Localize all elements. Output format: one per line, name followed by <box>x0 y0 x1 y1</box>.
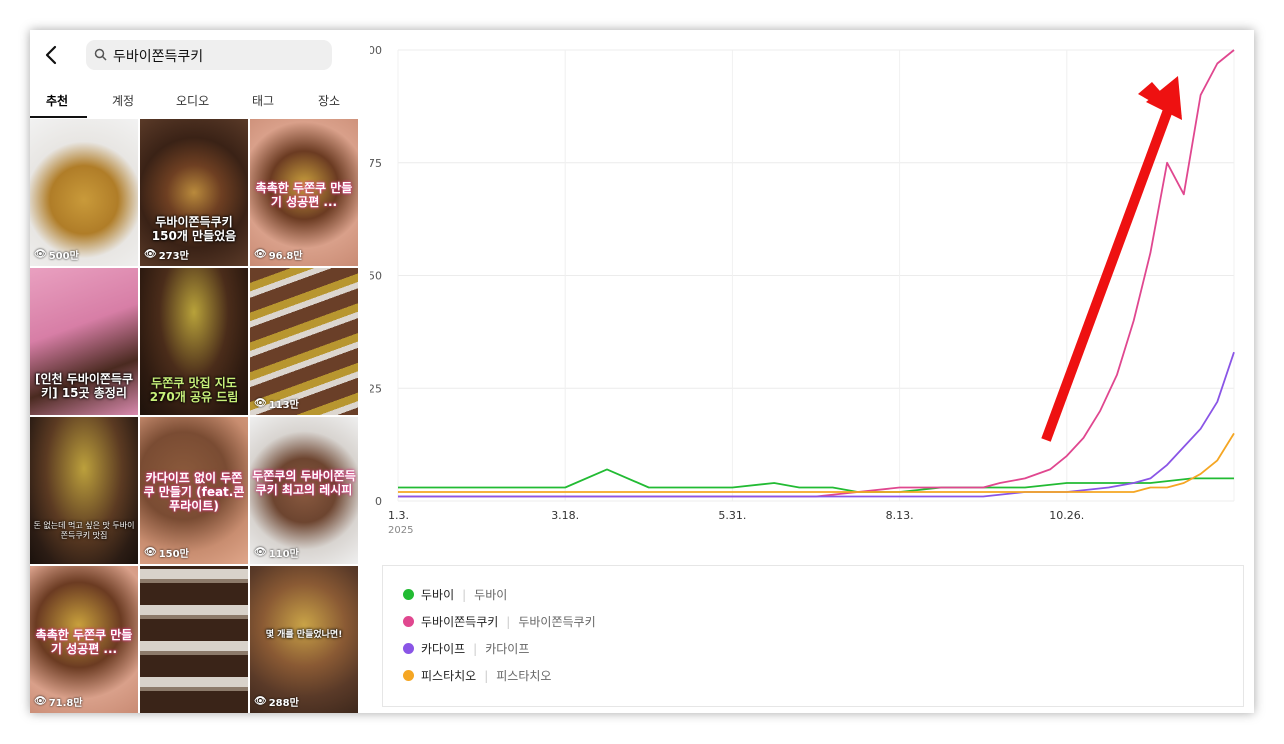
tab-places[interactable]: 장소 <box>318 94 341 108</box>
screenshot-frame: 두바이쫀득쿠키 추천 계정 오디오 태그 장소 👁 500만 두바이쫀득쿠키 15… <box>30 30 1254 713</box>
y-tick-label: 0 <box>375 495 382 508</box>
video-thumbnail[interactable]: 👁 113만 <box>250 268 358 415</box>
mobile-search-panel: 두바이쫀득쿠키 추천 계정 오디오 태그 장소 👁 500만 두바이쫀득쿠키 15… <box>30 30 362 713</box>
legend-swatch <box>403 670 414 681</box>
red-arrow-tip <box>1146 76 1182 120</box>
video-thumbnail[interactable]: [인천 두바이쫀득쿠키] 15곳 총정리 <box>30 268 138 415</box>
x-tick-label: 8.13. <box>886 509 914 522</box>
x-tick-label: 5.31. <box>718 509 746 522</box>
legend-swatch <box>403 589 414 600</box>
eye-icon: 👁 <box>254 398 267 409</box>
tab-accounts[interactable]: 계정 <box>112 94 135 108</box>
video-thumbnail[interactable]: 돈 없는데 먹고 싶은 맛 두바이쫀득쿠키 맛집 <box>30 417 138 564</box>
results-grid: 👁 500만 두바이쫀득쿠키 150개 만들었음 👁 273만 촉촉한 두쫀쿠 만들… <box>30 119 362 713</box>
search-tabs: 추천 계정 오디오 태그 장소 <box>30 88 362 118</box>
year-label: 2025 <box>388 525 413 536</box>
series-line <box>398 351 1235 498</box>
video-thumbnail[interactable]: 👁 500만 <box>30 119 138 266</box>
video-thumbnail[interactable]: 두쫀쿠의 두바이쫀득쿠키 최고의 레시피 👁 110만 <box>250 417 358 564</box>
eye-icon: 👁 <box>34 696 47 707</box>
series-line <box>398 468 1234 493</box>
active-tab-indicator <box>30 116 87 118</box>
view-count: 👁 273만 <box>144 249 189 262</box>
video-thumbnail[interactable] <box>140 566 248 713</box>
view-count: 👁 71.8만 <box>34 696 83 709</box>
back-arrow-icon[interactable] <box>42 44 60 66</box>
tab-recommended[interactable]: 추천 <box>46 94 69 108</box>
view-count: 👁 500만 <box>34 249 79 262</box>
y-tick-label: 75 <box>370 157 382 170</box>
y-tick-label: 25 <box>370 382 382 395</box>
eye-icon: 👁 <box>254 547 267 558</box>
search-icon <box>94 48 107 61</box>
trend-line-chart: 0 25 50 75 100 1.3. 3.18. 5.31. 8.13. 10.26. 2025 <box>361 44 1235 536</box>
trend-chart-panel: 02550751001.3.3.18.5.31.8.13.10.26.2025 … <box>361 30 1254 713</box>
legend-item-dubai-cookie[interactable]: 두바이쫀득쿠키 | 두바이쫀득쿠키 <box>403 613 596 630</box>
chart-legend: 두바이 | 두바이 두바이쫀득쿠키 | 두바이쫀득쿠키 카다이프 | 카다이프 … <box>382 565 1244 707</box>
eye-icon: 👁 <box>144 249 157 260</box>
eye-icon: 👁 <box>34 249 47 260</box>
eye-icon: 👁 <box>254 696 267 707</box>
video-thumbnail[interactable]: 몇 개를 만들었나면! 👁 288만 <box>250 566 358 713</box>
legend-swatch <box>403 643 414 654</box>
view-count: 👁 96.8만 <box>254 249 303 262</box>
eye-icon: 👁 <box>254 249 267 260</box>
view-count: 👁 110만 <box>254 547 299 560</box>
tab-audio[interactable]: 오디오 <box>176 94 210 108</box>
video-thumbnail[interactable]: 두바이쫀득쿠키 150개 만들었음 👁 273만 <box>140 119 248 266</box>
x-tick-label: 3.18. <box>551 509 579 522</box>
eye-icon: 👁 <box>144 547 157 558</box>
legend-item-dubai[interactable]: 두바이 | 두바이 <box>403 586 507 603</box>
video-thumbnail[interactable]: 두쫀쿠 맛집 지도 270개 공유 드림 <box>140 268 248 415</box>
legend-item-kadaif[interactable]: 카다이프 | 카다이프 <box>403 640 529 657</box>
view-count: 👁 288만 <box>254 696 299 709</box>
video-thumbnail[interactable]: 촉촉한 두쫀쿠 만들기 성공편 ... 👁 71.8만 <box>30 566 138 713</box>
video-thumbnail[interactable]: 카다이프 없이 두쫀쿠 만들기 (feat.콘푸라이트) 👁 150만 <box>140 417 248 564</box>
search-query[interactable]: 두바이쫀득쿠키 <box>113 49 204 65</box>
x-tick-label: 10.26. <box>1049 509 1084 522</box>
y-tick-label: 100 <box>370 44 382 57</box>
video-thumbnail[interactable]: 촉촉한 두쫀쿠 만들기 성공편 ... 👁 96.8만 <box>250 119 358 266</box>
legend-item-pistachio[interactable]: 피스타치오 | 피스타치오 <box>403 667 551 684</box>
tab-tags[interactable]: 태그 <box>252 94 275 108</box>
series-line <box>398 432 1235 493</box>
legend-swatch <box>403 616 414 627</box>
y-tick-label: 50 <box>370 270 382 283</box>
x-tick-label: 1.3. <box>388 509 409 522</box>
view-count: 👁 150만 <box>144 547 189 560</box>
view-count: 👁 113만 <box>254 398 299 411</box>
red-arrow-shaft <box>1041 108 1173 442</box>
search-bar[interactable]: 두바이쫀득쿠키 <box>86 40 332 70</box>
